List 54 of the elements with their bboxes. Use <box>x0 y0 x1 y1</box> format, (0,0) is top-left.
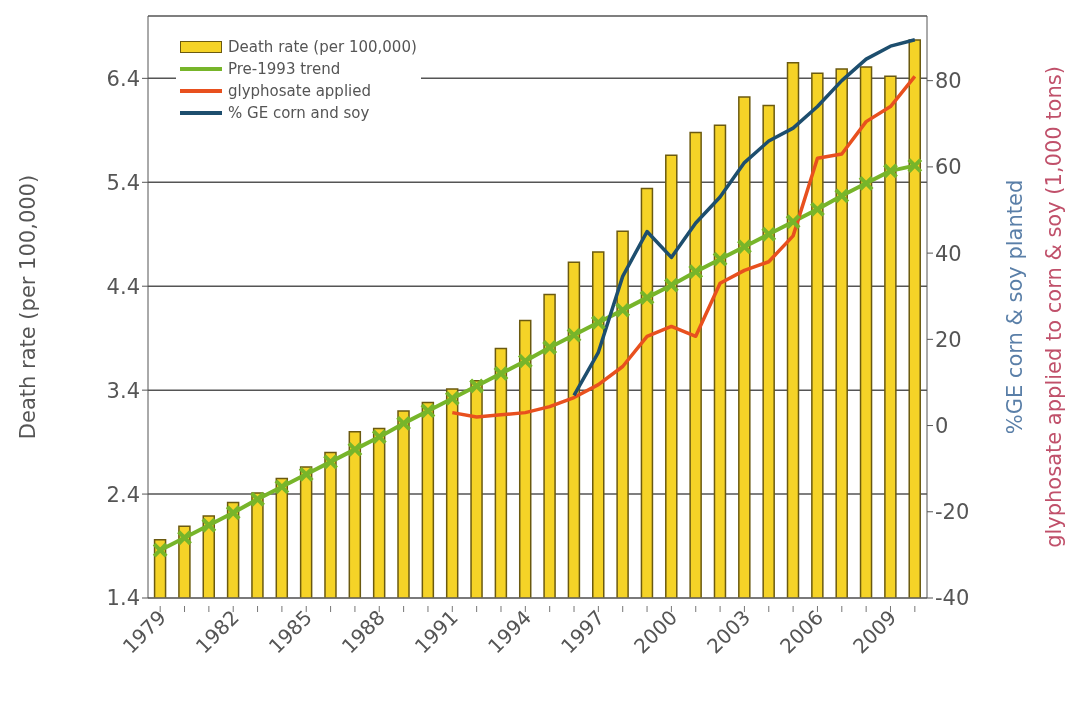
y2-tick-label: 0 <box>935 414 949 439</box>
legend-label: glyphosate applied <box>228 81 371 102</box>
point <box>395 415 412 432</box>
y-tick-label: 2.4 <box>106 482 140 507</box>
point <box>200 517 217 534</box>
legend-label: Death rate (per 100,000) <box>228 37 417 58</box>
point <box>371 428 388 445</box>
point <box>492 365 509 382</box>
point <box>614 302 631 319</box>
legend-label: % GE corn and soy <box>228 103 370 124</box>
point <box>736 238 753 255</box>
point <box>785 213 802 230</box>
y2-tick-label: 20 <box>935 327 962 352</box>
y2-tick-label: 60 <box>935 155 962 180</box>
point <box>809 201 826 218</box>
point <box>590 314 607 331</box>
point <box>566 327 583 344</box>
point <box>176 529 193 546</box>
point <box>687 263 704 280</box>
y-tick-label: 5.4 <box>106 170 140 195</box>
point <box>273 478 290 495</box>
point <box>858 175 875 192</box>
y-tick-label: 4.4 <box>106 274 140 299</box>
line-series <box>450 74 917 419</box>
point <box>882 162 899 179</box>
point <box>152 542 169 559</box>
legend-label: Pre-1993 trend <box>228 59 341 80</box>
y2-tick-label: -20 <box>935 500 970 525</box>
point <box>541 339 558 356</box>
point <box>517 353 534 370</box>
point <box>225 504 242 521</box>
point <box>760 226 777 243</box>
line-series <box>572 37 917 398</box>
point <box>346 441 363 458</box>
point <box>249 491 266 508</box>
point <box>322 453 339 470</box>
point <box>712 251 729 268</box>
y-tick-label: 1.4 <box>106 586 140 611</box>
y-axis-title: Death rate (per 100,000) <box>16 174 41 440</box>
y2-tick-label: 80 <box>935 69 962 94</box>
y2-axis-title: %GE corn & soy planted <box>1003 179 1028 435</box>
point <box>906 157 923 174</box>
point <box>444 390 461 407</box>
point <box>419 402 436 419</box>
y2-tick-label: -40 <box>935 586 970 611</box>
y-tick-label: 3.4 <box>106 378 140 403</box>
point <box>833 187 850 204</box>
point <box>298 466 315 483</box>
point <box>663 277 680 294</box>
point <box>639 289 656 306</box>
y-tick-label: 6.4 <box>106 66 140 91</box>
y3-axis-title: glyphosate applied to corn & soy (1,000 tons) <box>1042 66 1067 548</box>
y2-tick-label: 40 <box>935 241 962 266</box>
point <box>468 377 485 394</box>
